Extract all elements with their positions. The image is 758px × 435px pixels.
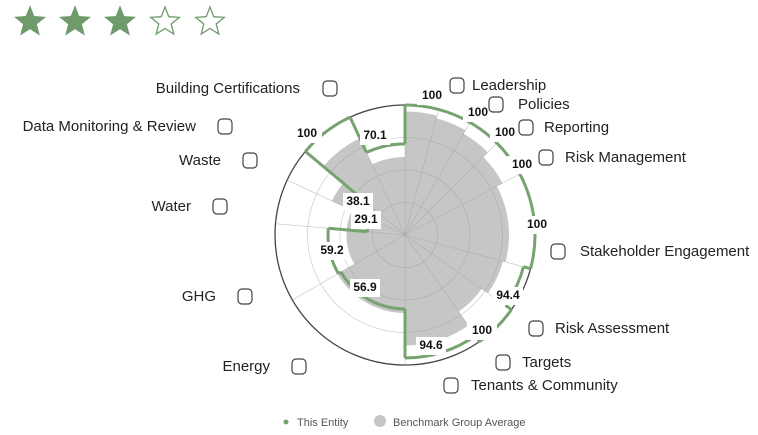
value-label: 94.4	[496, 288, 520, 302]
value-label: 38.1	[346, 194, 370, 208]
value-label-box	[317, 242, 347, 260]
benchmark-sector	[405, 235, 503, 294]
benchmark-sector	[323, 138, 405, 235]
category-label: Risk Assessment	[555, 320, 670, 337]
entity-connector	[337, 270, 342, 275]
value-label-box	[507, 156, 537, 174]
category-label: Targets	[522, 354, 571, 371]
entity-connector	[328, 226, 368, 234]
entity-arc	[304, 115, 351, 153]
category-icon	[449, 77, 465, 94]
star	[59, 5, 91, 36]
value-label-box	[490, 124, 520, 142]
category-label: Tenants & Community	[471, 377, 618, 394]
category-label: Energy	[222, 358, 270, 375]
value-label-box	[343, 193, 373, 211]
star	[104, 5, 136, 36]
value-label-box	[467, 322, 497, 340]
radial-line	[404, 109, 439, 236]
entity-arc	[469, 121, 498, 145]
legend-swatch	[374, 415, 386, 427]
category-icon	[550, 243, 566, 260]
value-label: 100	[512, 157, 532, 171]
entity-arc	[365, 142, 406, 154]
value-label-box	[350, 279, 380, 297]
value-label-box	[463, 104, 493, 122]
benchmark-sector	[372, 157, 405, 235]
category-icon	[443, 377, 459, 394]
benchmark-sector	[405, 156, 503, 235]
value-label-box	[416, 337, 446, 355]
category-icon	[291, 358, 307, 375]
star	[194, 5, 226, 36]
entity-connector	[348, 116, 368, 154]
value-label: 100	[422, 88, 442, 102]
legend-label: This Entity	[297, 417, 349, 429]
category-label: Stakeholder Engagement	[580, 243, 750, 260]
radial-line	[404, 234, 531, 269]
value-label: 100	[468, 105, 488, 119]
value-label-box	[522, 216, 552, 234]
radial-line	[292, 234, 406, 301]
value-label: 29.1	[354, 212, 378, 226]
category-label: Leadership	[472, 77, 546, 94]
category-icon	[237, 288, 253, 305]
category-icon	[217, 118, 233, 135]
category-label: Waste	[179, 152, 221, 169]
category-icon	[242, 152, 258, 169]
category-icon	[528, 320, 544, 337]
benchmark-sector	[405, 118, 466, 235]
radial-line	[404, 142, 498, 236]
value-label: 100	[527, 217, 547, 231]
benchmark-sector	[405, 235, 469, 346]
value-label: 70.1	[363, 128, 387, 142]
star	[14, 5, 46, 36]
category-label: Policies	[518, 96, 570, 113]
category-label: Data Monitoring & Review	[23, 118, 197, 135]
category-icon	[518, 119, 534, 136]
value-label: 100	[472, 323, 492, 337]
category-label: Reporting	[544, 119, 609, 136]
value-label-box	[360, 127, 390, 145]
benchmark-sector	[346, 229, 405, 265]
value-label: 100	[297, 126, 317, 140]
legend-swatch	[283, 419, 289, 425]
value-label: 100	[495, 125, 515, 139]
value-label-box	[493, 287, 523, 305]
category-icon	[322, 80, 338, 97]
category-icon	[538, 149, 554, 166]
category-label: Risk Management	[565, 149, 687, 166]
legend-label: Benchmark Group Average	[393, 417, 525, 429]
star	[149, 5, 181, 36]
radial-line	[404, 173, 520, 236]
value-label: 56.9	[353, 280, 377, 294]
value-label-box	[417, 87, 447, 105]
category-label: Building Certifications	[156, 80, 300, 97]
radial-line	[404, 122, 471, 236]
category-icon	[495, 354, 511, 371]
entity-arc	[438, 107, 471, 124]
category-icon	[212, 198, 228, 215]
category-icon	[488, 96, 504, 113]
category-label: GHG	[182, 288, 216, 305]
value-label: 94.6	[419, 338, 443, 352]
value-label-box	[351, 211, 381, 229]
entity-arc	[404, 103, 440, 111]
value-label-box	[292, 125, 322, 143]
benchmark-sector	[405, 235, 482, 312]
category-label: Water	[152, 198, 191, 215]
benchmark-sector	[405, 186, 510, 262]
value-label: 59.2	[320, 243, 344, 257]
entity-arc	[339, 271, 406, 311]
